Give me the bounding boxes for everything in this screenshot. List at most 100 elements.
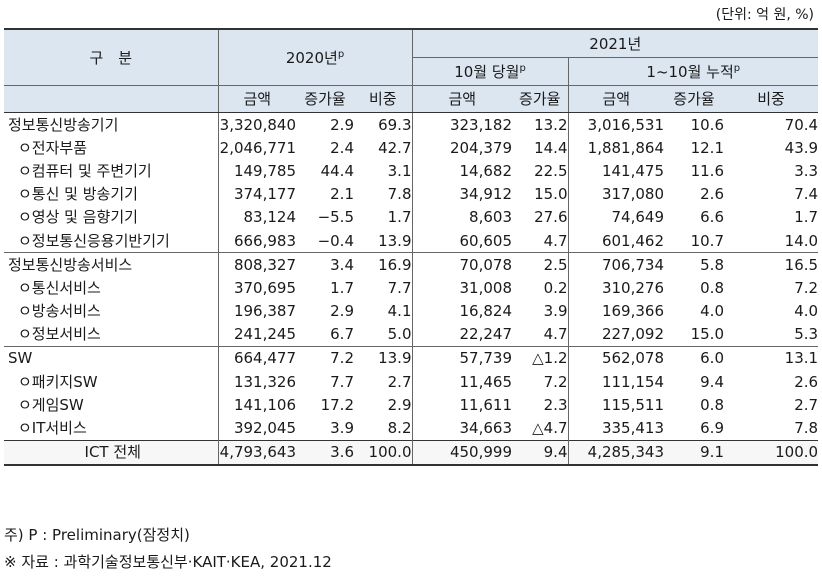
- cell-value: 42.7: [378, 138, 412, 157]
- cell-value: −5.5: [317, 208, 354, 227]
- cell-value: 310,276: [567, 276, 664, 300]
- cell-value: 392,045: [217, 416, 296, 441]
- cell-value: 2.3: [543, 395, 568, 414]
- cell-value: 374,177: [217, 182, 296, 206]
- row-label: SW: [4, 345, 218, 371]
- cell-value: 2.9: [296, 112, 354, 137]
- row-label: ㅇ컴퓨터 및 주변기기: [18, 161, 152, 180]
- cell-value: 335,413: [567, 416, 664, 441]
- row-label: ㅇ전자부품: [18, 138, 88, 157]
- cell-value: 6.6: [700, 208, 724, 227]
- header-2020: 2020년p: [217, 28, 412, 86]
- cell-value: 34,912: [411, 182, 512, 206]
- cell-value: 141,106: [217, 393, 296, 417]
- ict-statistics-table: 구 분 2020년p 2021년 10월 당월p 1~10월 누적p 금액 증가율…: [4, 28, 819, 466]
- cell-value: 2.1: [330, 185, 354, 204]
- cell-value: 6.7: [330, 325, 354, 344]
- cell-value: 370,695: [217, 276, 296, 300]
- cell-value: 2.4: [330, 138, 354, 157]
- cell-value: 3.6: [296, 439, 354, 466]
- cell-value: 44.4: [320, 161, 354, 180]
- cell-value: 9.4: [700, 372, 724, 391]
- cell-value: 2.7: [794, 395, 819, 414]
- cell-value: 83,124: [217, 205, 296, 229]
- cell-value: 7.7: [387, 278, 412, 297]
- cell-value: 2.5: [512, 252, 568, 277]
- cell-value: 15.0: [690, 325, 724, 344]
- header-amount: 금액: [217, 85, 296, 113]
- cell-value: 141,475: [567, 159, 664, 183]
- header-share: 비중: [724, 85, 819, 113]
- row-label: ㅇ방송서비스: [18, 302, 101, 321]
- cell-value: 74,649: [567, 205, 664, 229]
- table-row: ㅇ컴퓨터 및 주변기기 149,785 44.4 3.1 14,682 22.5 141,4…: [4, 159, 819, 183]
- cell-value: 601,462: [567, 228, 664, 253]
- cell-value: 241,245: [217, 322, 296, 347]
- row-label: ㅇ통신 및 방송기기: [18, 185, 138, 204]
- note-source: ※ 자료 : 과학기술정보통신부·KAIT·KEA, 2021.12: [4, 553, 332, 571]
- cell-value: 13.9: [354, 345, 412, 371]
- header-share: 비중: [354, 85, 412, 113]
- cell-value: 100.0: [354, 439, 412, 466]
- header-category-blank: [4, 85, 218, 113]
- cell-value: 7.7: [330, 372, 354, 391]
- cell-value: −0.4: [317, 231, 354, 250]
- cell-value: 9.1: [664, 439, 724, 466]
- header-amount: 금액: [567, 85, 664, 113]
- cell-value: 196,387: [217, 299, 296, 323]
- cell-value: 149,785: [217, 159, 296, 183]
- cell-value: 111,154: [567, 370, 664, 394]
- cell-value: 2,046,771: [217, 136, 296, 160]
- cell-value: 3.3: [794, 161, 819, 180]
- cell-value: 4.1: [387, 302, 412, 321]
- table-row: ㅇ영상 및 음향기기 83,124 −5.5 1.7 8,603 27.6 74,649 6.…: [4, 205, 818, 229]
- cell-value: △4.7: [532, 419, 568, 438]
- cell-value: 11.6: [690, 161, 724, 180]
- header-cumulative: 1~10월 누적p: [567, 57, 819, 86]
- cell-value: 13.9: [378, 231, 412, 250]
- cell-value: 3.9: [543, 302, 568, 321]
- cell-value: 14.0: [784, 231, 819, 250]
- cell-value: 808,327: [217, 252, 296, 277]
- cell-value: 7.2: [296, 345, 354, 371]
- cell-value: 450,999: [411, 439, 512, 466]
- cell-value: 10.6: [664, 112, 724, 137]
- header-growth: 증가율: [664, 85, 724, 113]
- cell-value: 70.4: [724, 112, 819, 137]
- cell-value: 5.0: [387, 325, 412, 344]
- row-label: ㅇ게임SW: [18, 395, 84, 414]
- row-label: ㅇ패키지SW: [18, 372, 98, 391]
- cell-value: △1.2: [512, 345, 568, 371]
- cell-value: 4.0: [700, 302, 724, 321]
- cell-value: 4,793,643: [217, 439, 296, 466]
- cell-value: 3.1: [387, 161, 412, 180]
- cell-value: 9.4: [512, 439, 568, 466]
- row-label: ㅇ정보통신응용기반기기: [18, 231, 170, 250]
- cell-value: 4.7: [543, 325, 568, 344]
- cell-value: 100.0: [724, 439, 819, 466]
- table-row: ㅇ게임SW 141,106 17.2 2.9 11,611 2.3 115,511 0.8 2.…: [4, 393, 819, 417]
- table-row: ㅇ정보서비스 241,245 6.7 5.0 22,247 4.7 227,092 15.0 5…: [4, 322, 819, 347]
- cell-value: 6.9: [700, 419, 724, 438]
- cell-value: 16.5: [724, 252, 819, 277]
- cell-value: 2.9: [387, 395, 412, 414]
- cell-value: 43.9: [784, 138, 819, 157]
- note-preliminary: 주) P : Preliminary(잠정치): [4, 526, 190, 544]
- table-row: ㅇIT서비스 392,045 3.9 8.2 34,663 △4.7 335,413 6.9 7…: [4, 416, 818, 441]
- cell-value: 4,285,343: [567, 439, 664, 466]
- header-growth: 증가율: [512, 85, 568, 113]
- row-label: ㅇ정보서비스: [18, 325, 101, 344]
- table-row: 정보통신방송서비스 808,327 3.4 16.9 70,078 2.5 706,734 5…: [4, 252, 819, 277]
- cell-value: 3,016,531: [567, 112, 664, 137]
- cell-value: 27.6: [534, 208, 568, 227]
- cell-value: 5.3: [794, 325, 819, 344]
- cell-value: 4.7: [543, 231, 568, 250]
- cell-value: 169,366: [567, 299, 664, 323]
- cell-value: 1,881,864: [567, 136, 664, 160]
- cell-value: 706,734: [567, 252, 664, 277]
- cell-value: 227,092: [567, 322, 664, 347]
- cell-value: 664,477: [217, 345, 296, 371]
- cell-value: 14,682: [411, 159, 512, 183]
- cell-value: 60,605: [411, 228, 512, 253]
- cell-value: 2.9: [330, 302, 354, 321]
